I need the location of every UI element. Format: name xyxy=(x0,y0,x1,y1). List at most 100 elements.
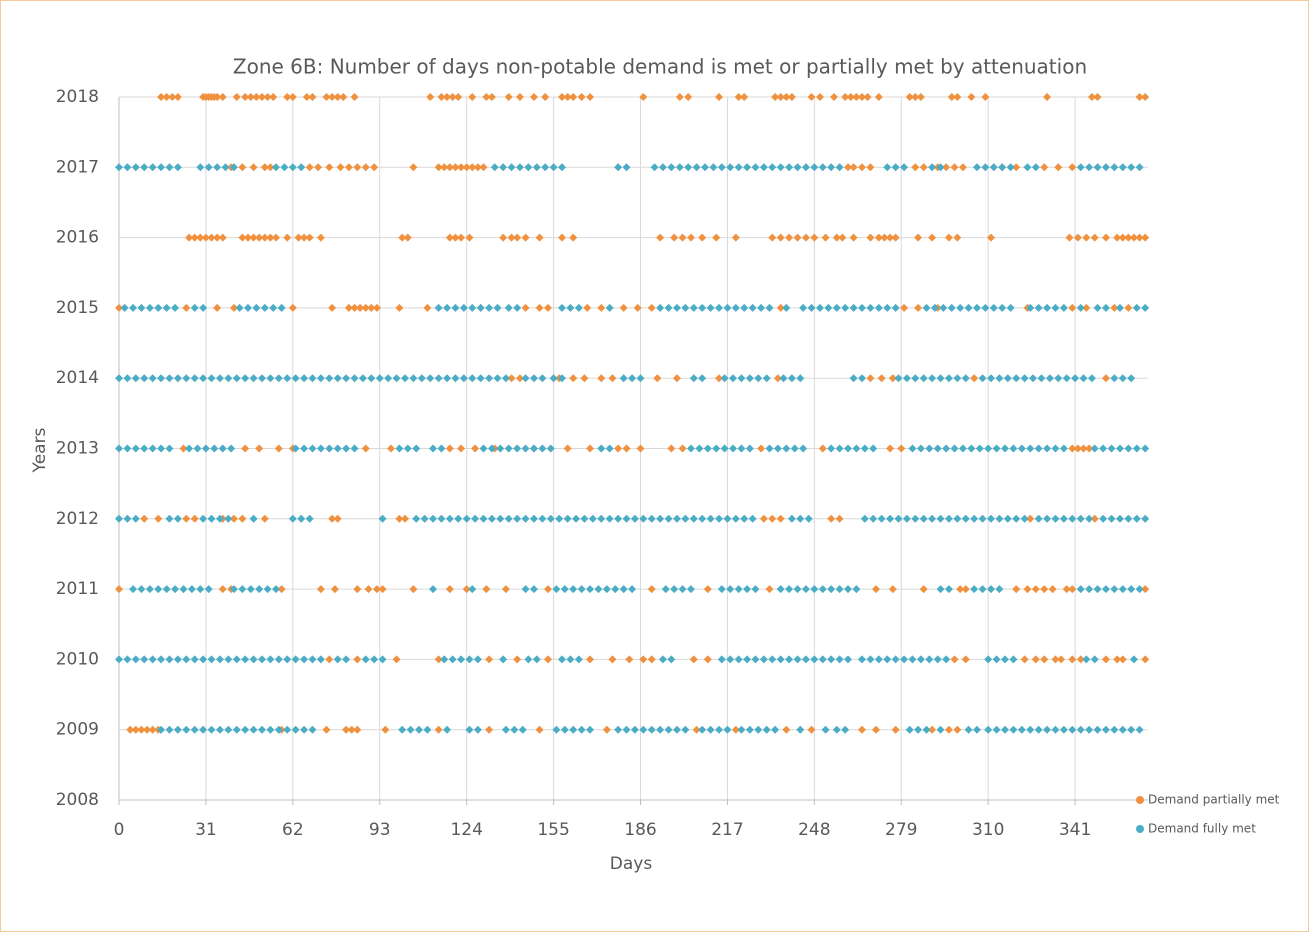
point xyxy=(773,374,782,383)
point xyxy=(558,233,567,242)
point xyxy=(182,374,191,383)
point xyxy=(361,163,370,172)
point xyxy=(1132,303,1141,312)
point xyxy=(243,233,252,242)
point xyxy=(1118,163,1127,172)
point xyxy=(586,655,595,664)
point xyxy=(1141,93,1150,101)
point xyxy=(249,374,258,383)
point xyxy=(356,303,365,312)
point xyxy=(1101,233,1110,242)
point xyxy=(782,444,791,453)
point xyxy=(970,585,979,594)
point xyxy=(715,514,724,523)
point xyxy=(984,655,993,664)
y-tick-label: 2018 xyxy=(56,87,99,107)
point xyxy=(190,725,199,734)
point xyxy=(504,303,513,312)
point xyxy=(734,585,743,594)
point xyxy=(367,374,376,383)
point xyxy=(515,93,524,101)
point xyxy=(182,725,191,734)
point xyxy=(468,93,477,101)
point xyxy=(1057,655,1066,664)
point xyxy=(524,163,533,172)
point xyxy=(182,655,191,664)
point xyxy=(647,725,656,734)
point xyxy=(272,233,281,242)
point xyxy=(1115,444,1124,453)
point xyxy=(280,163,289,172)
x-tick-label: 186 xyxy=(624,820,656,840)
point xyxy=(305,233,314,242)
point xyxy=(325,655,334,664)
point xyxy=(692,725,701,734)
point xyxy=(115,655,123,664)
point xyxy=(594,585,603,594)
point xyxy=(232,93,241,101)
point xyxy=(1012,374,1021,383)
point xyxy=(916,444,925,453)
point xyxy=(776,585,785,594)
point xyxy=(1076,514,1085,523)
point xyxy=(429,514,438,523)
point xyxy=(423,303,432,312)
point xyxy=(667,655,676,664)
point xyxy=(911,514,920,523)
point xyxy=(400,374,409,383)
point xyxy=(1043,303,1052,312)
point xyxy=(782,93,791,101)
point xyxy=(843,655,852,664)
point xyxy=(300,374,309,383)
y-tick-label: 2011 xyxy=(56,579,99,599)
point xyxy=(1101,655,1110,664)
point xyxy=(370,163,379,172)
point xyxy=(1001,725,1010,734)
point xyxy=(667,163,676,172)
point xyxy=(653,374,662,383)
point xyxy=(740,93,749,101)
point xyxy=(451,233,460,242)
point xyxy=(1071,374,1080,383)
point xyxy=(140,163,149,172)
point xyxy=(900,303,909,312)
point xyxy=(213,163,222,172)
point xyxy=(672,303,681,312)
point xyxy=(510,725,519,734)
point xyxy=(137,725,146,734)
point xyxy=(729,374,738,383)
point xyxy=(900,163,909,172)
point xyxy=(257,374,266,383)
point xyxy=(445,514,454,523)
point xyxy=(1093,585,1102,594)
point xyxy=(636,374,645,383)
point xyxy=(277,585,286,594)
point xyxy=(1127,163,1136,172)
point xyxy=(333,444,342,453)
point xyxy=(793,233,802,242)
point xyxy=(364,585,373,594)
point xyxy=(479,514,488,523)
y-tick-label: 2008 xyxy=(56,790,99,810)
point xyxy=(972,303,981,312)
point xyxy=(922,303,931,312)
point xyxy=(314,163,323,172)
point xyxy=(165,163,174,172)
point xyxy=(549,374,558,383)
point xyxy=(395,514,404,523)
point xyxy=(462,514,471,523)
point xyxy=(398,233,407,242)
point xyxy=(344,163,353,172)
point xyxy=(883,303,892,312)
point xyxy=(572,514,581,523)
point xyxy=(300,725,309,734)
point xyxy=(841,303,850,312)
point xyxy=(115,303,123,312)
point xyxy=(165,374,174,383)
point xyxy=(961,655,970,664)
point xyxy=(541,93,550,101)
y-tick-label: 2012 xyxy=(56,509,99,529)
point xyxy=(406,725,415,734)
point xyxy=(984,444,993,453)
point xyxy=(493,303,502,312)
